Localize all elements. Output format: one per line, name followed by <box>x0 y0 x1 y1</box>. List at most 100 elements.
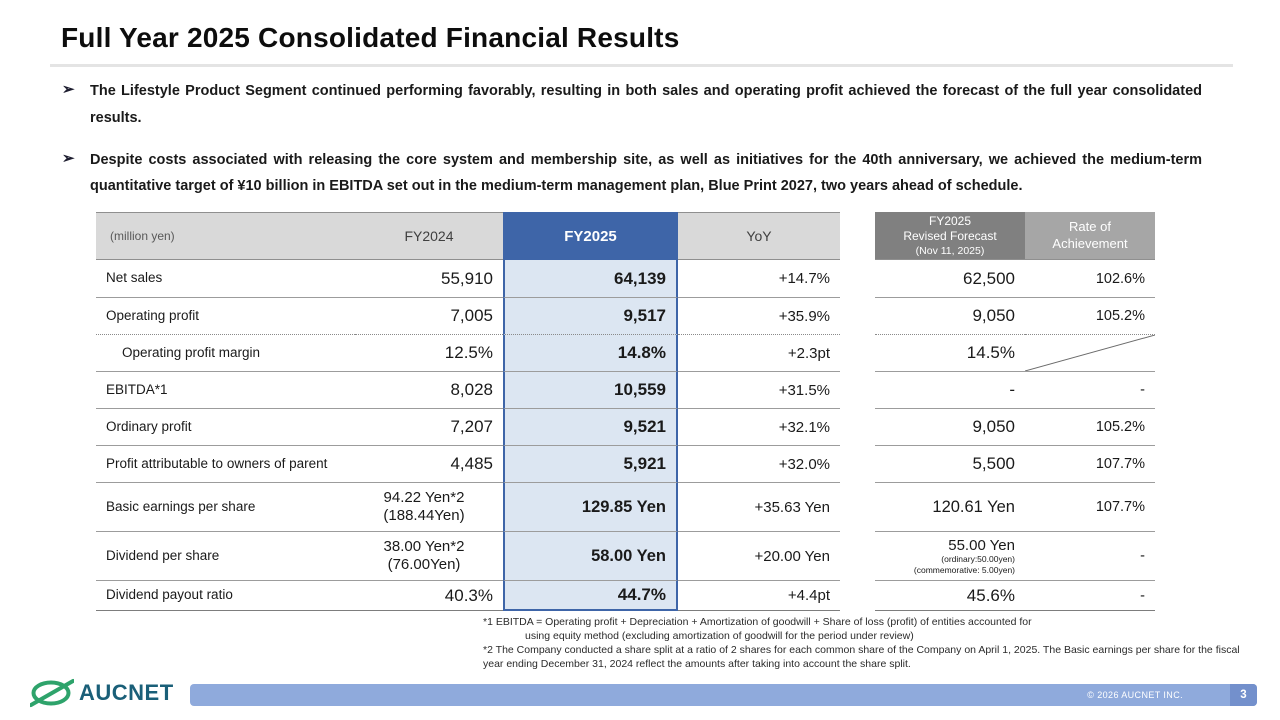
fy2024-value: 40.3% <box>355 581 503 611</box>
achievement-value: - <box>1025 581 1155 611</box>
fy2024-main-value: 38.00 Yen*2 <box>383 538 465 556</box>
achievement-header-line: Achievement <box>1052 236 1128 251</box>
fy2024-value: 12.5% <box>355 335 503 372</box>
col-header-forecast: FY2025 Revised Forecast (Nov 11, 2025) <box>875 212 1025 260</box>
bullet-text: Despite costs associated with releasing … <box>90 151 1202 195</box>
forecast-header-line: (Nov 11, 2025) <box>915 244 985 257</box>
col-header-yoy: YoY <box>678 212 840 260</box>
unit-label: (million yen) <box>96 212 355 260</box>
aucnet-logo: AUCNET <box>30 677 174 709</box>
yoy-value: +32.0% <box>678 446 840 483</box>
table-row-net-sales: Net sales 55,910 64,139 +14.7% 62,500 10… <box>96 260 1155 298</box>
forecast-value: - <box>875 372 1025 409</box>
forecast-value: 9,050 <box>875 409 1025 446</box>
forecast-value: 62,500 <box>875 260 1025 298</box>
achievement-value-na <box>1025 335 1155 372</box>
summary-bullets: ➢ The Lifestyle Product Segment continue… <box>62 78 1207 215</box>
forecast-value: 120.61 Yen <box>875 483 1025 532</box>
yoy-value: +31.5% <box>678 372 840 409</box>
row-label: Ordinary profit <box>96 409 355 446</box>
achievement-value: - <box>1025 372 1155 409</box>
fy2024-value: 94.22 Yen*2 (188.44Yen) <box>355 483 503 532</box>
row-label: Operating profit margin <box>96 335 355 372</box>
fy2024-sub-value: (76.00Yen) <box>387 556 461 573</box>
table-row-profit-attributable: Profit attributable to owners of parent … <box>96 446 1155 483</box>
fy2025-value: 44.7% <box>503 581 678 611</box>
yoy-value: +2.3pt <box>678 335 840 372</box>
forecast-value: 14.5% <box>875 335 1025 372</box>
bullet-arrow-icon: ➢ <box>62 81 75 98</box>
forecast-sub-value: (ordinary:50.00yen) <box>941 554 1015 565</box>
title-divider <box>50 64 1233 67</box>
fy2025-value: 9,517 <box>503 298 678 335</box>
diagonal-strike-line <box>1025 335 1155 371</box>
table-row-dividend-payout-ratio: Dividend payout ratio 40.3% 44.7% +4.4pt… <box>96 581 1155 611</box>
fy2024-value: 8,028 <box>355 372 503 409</box>
fy2025-value: 5,921 <box>503 446 678 483</box>
table-row-ordinary-profit: Ordinary profit 7,207 9,521 +32.1% 9,050… <box>96 409 1155 446</box>
col-header-fy2025: FY2025 <box>503 212 678 260</box>
achievement-value: 105.2% <box>1025 298 1155 335</box>
forecast-value: 5,500 <box>875 446 1025 483</box>
page-number: 3 <box>1230 684 1257 706</box>
fy2024-sub-value: (188.44Yen) <box>383 507 465 524</box>
achievement-value: 105.2% <box>1025 409 1155 446</box>
col-header-achievement: Rate of Achievement <box>1025 212 1155 260</box>
footnotes: *1 EBITDA = Operating profit + Depreciat… <box>483 616 1258 672</box>
forecast-header-line: Revised Forecast <box>903 229 997 244</box>
footer-bar: © 2026 AUCNET INC. 3 <box>190 684 1257 706</box>
table-row-operating-profit-margin: Operating profit margin 12.5% 14.8% +2.3… <box>96 335 1155 372</box>
forecast-value: 9,050 <box>875 298 1025 335</box>
forecast-main-value: 55.00 Yen <box>948 536 1015 554</box>
bullet-item: ➢ The Lifestyle Product Segment continue… <box>62 78 1207 132</box>
fy2025-value: 129.85 Yen <box>503 483 678 532</box>
aucnet-logo-text: AUCNET <box>79 680 174 705</box>
col-header-fy2024: FY2024 <box>355 212 503 260</box>
fy2024-value: 7,207 <box>355 409 503 446</box>
yoy-value: +35.63 Yen <box>678 483 840 532</box>
copyright-text: © 2026 AUCNET INC. <box>1087 690 1183 700</box>
footnote-2: *2 The Company conducted a share split a… <box>483 643 1240 670</box>
fy2024-value: 38.00 Yen*2 (76.00Yen) <box>355 532 503 581</box>
yoy-value: +4.4pt <box>678 581 840 611</box>
fy2025-value: 9,521 <box>503 409 678 446</box>
table-row-dividend-per-share: Dividend per share 38.00 Yen*2 (76.00Yen… <box>96 532 1155 581</box>
table-header-row: (million yen) FY2024 FY2025 YoY FY2025 R… <box>96 212 1155 260</box>
page-title: Full Year 2025 Consolidated Financial Re… <box>61 22 680 53</box>
table-row-operating-profit: Operating profit 7,005 9,517 +35.9% 9,05… <box>96 298 1155 335</box>
row-label: Net sales <box>96 260 355 298</box>
financial-results-table: (million yen) FY2024 FY2025 YoY FY2025 R… <box>96 212 1155 611</box>
yoy-value: +32.1% <box>678 409 840 446</box>
footnote-1-line-1: *1 EBITDA = Operating profit + Depreciat… <box>483 616 1032 628</box>
forecast-value: 55.00 Yen (ordinary:50.00yen) (commemora… <box>875 532 1025 581</box>
table-row-basic-eps: Basic earnings per share 94.22 Yen*2 (18… <box>96 483 1155 532</box>
table-gap <box>840 212 875 260</box>
achievement-value: 107.7% <box>1025 483 1155 532</box>
row-label: Dividend payout ratio <box>96 581 355 611</box>
yoy-value: +35.9% <box>678 298 840 335</box>
forecast-header-line: FY2025 <box>928 213 972 228</box>
bullet-arrow-icon: ➢ <box>62 149 75 167</box>
fy2024-value: 7,005 <box>355 298 503 335</box>
row-label: EBITDA*1 <box>96 372 355 409</box>
fy2025-value: 10,559 <box>503 372 678 409</box>
yoy-value: +20.00 Yen <box>678 532 840 581</box>
achievement-value: - <box>1025 532 1155 581</box>
aucnet-logo-icon <box>30 679 74 707</box>
fy2025-value: 64,139 <box>503 260 678 298</box>
achievement-header-line: Rate of <box>1069 219 1111 235</box>
achievement-value: 102.6% <box>1025 260 1155 298</box>
row-label: Basic earnings per share <box>96 483 355 532</box>
fy2025-value: 14.8% <box>503 335 678 372</box>
fy2024-value: 4,485 <box>355 446 503 483</box>
row-label: Operating profit <box>96 298 355 335</box>
row-label: Profit attributable to owners of parent <box>96 446 355 483</box>
table-row-ebitda: EBITDA*1 8,028 10,559 +31.5% - - <box>96 372 1155 409</box>
footnote-1-line-2: using equity method (excluding amortizat… <box>525 629 914 642</box>
achievement-value: 107.7% <box>1025 446 1155 483</box>
fy2024-value: 55,910 <box>355 260 503 298</box>
yoy-value: +14.7% <box>678 260 840 298</box>
forecast-sub-value: (commemorative: 5.00yen) <box>913 564 1015 575</box>
row-label: Dividend per share <box>96 532 355 581</box>
bullet-text: The Lifestyle Product Segment continued … <box>90 83 1202 126</box>
